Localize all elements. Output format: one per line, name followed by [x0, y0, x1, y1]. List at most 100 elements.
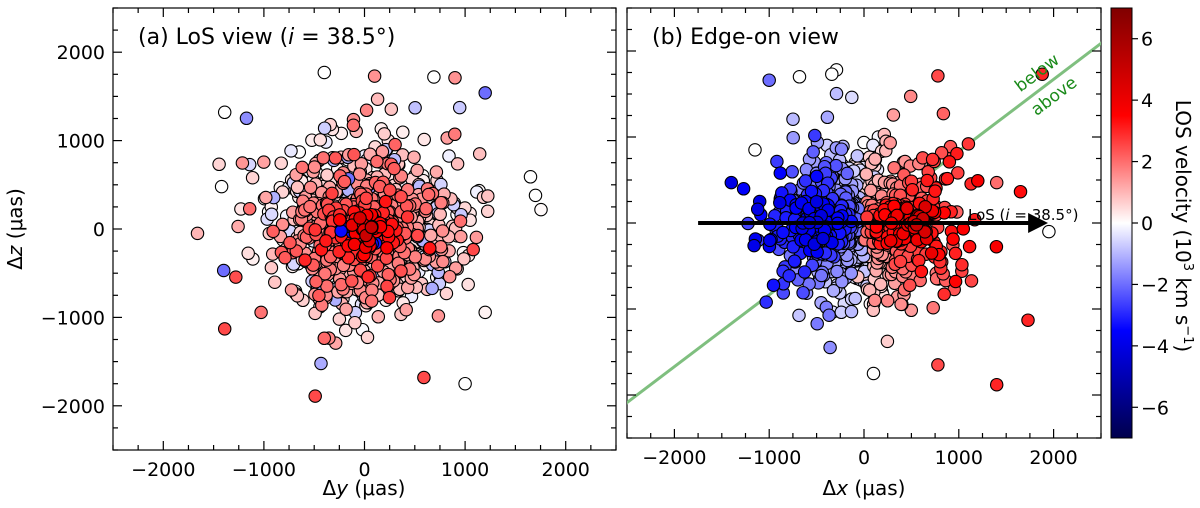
panel-b-points: [724, 63, 1056, 392]
data-point: [339, 302, 353, 317]
data-point: [816, 231, 830, 246]
data-point: [328, 151, 343, 165]
data-point: [940, 171, 955, 186]
data-point: [950, 146, 964, 161]
data-point: [431, 309, 446, 323]
data-point: [367, 69, 382, 83]
data-point: [364, 294, 379, 308]
data-point: [792, 70, 807, 84]
data-point: [309, 274, 323, 289]
data-point: [834, 142, 849, 156]
data-point: [394, 189, 408, 204]
data-point: [759, 295, 773, 309]
data-point: [425, 281, 439, 296]
data-point: [850, 149, 865, 163]
data-point: [417, 132, 431, 147]
data-point: [797, 265, 812, 279]
data-point: [359, 191, 373, 206]
data-point: [317, 331, 332, 346]
data-point: [408, 101, 422, 115]
data-point: [337, 174, 352, 189]
colorbar-tick-label: 2: [1141, 152, 1153, 174]
data-point: [786, 130, 800, 145]
data-point: [434, 195, 448, 210]
data-point: [787, 254, 802, 268]
data-point: [217, 322, 232, 336]
data-point: [427, 70, 441, 84]
data-point: [948, 246, 963, 261]
data-point: [458, 376, 472, 391]
data-point: [439, 286, 454, 301]
data-point: [381, 267, 396, 282]
x-tick-label: 1000: [935, 447, 983, 469]
data-point: [880, 294, 895, 308]
data-point: [1042, 224, 1056, 239]
data-point: [370, 259, 385, 273]
data-point: [912, 253, 926, 268]
panel-a-xlabel: Δy (μas): [323, 476, 406, 500]
los-arrow-label: LoS (i = 38.5°): [968, 206, 1078, 224]
data-point: [894, 297, 908, 312]
data-point: [442, 149, 456, 163]
data-point: [370, 92, 385, 106]
panel-a-title: (a) LoS view (i = 38.5°): [138, 25, 395, 50]
x-tick-label: 2000: [1029, 447, 1077, 469]
data-point: [823, 340, 837, 355]
data-point: [317, 121, 332, 135]
panel-a-axes: −2000 −1000 0 1000 2000 −2000 −1000 0 1000 2000: [41, 7, 617, 481]
data-point: [810, 316, 824, 331]
data-point: [926, 300, 940, 315]
data-point: [920, 173, 934, 188]
colorbar-label: LOS velocity (103 km s−1): [1171, 100, 1195, 352]
data-point: [750, 202, 765, 217]
data-point: [429, 165, 444, 179]
x-tick-label: 0: [358, 459, 370, 481]
data-point: [274, 156, 288, 170]
data-point: [448, 127, 462, 142]
data-point: [407, 150, 421, 164]
data-point: [360, 330, 375, 345]
data-point: [216, 263, 231, 278]
data-point: [883, 136, 897, 150]
data-point: [472, 147, 487, 161]
data-point: [257, 155, 271, 169]
data-point: [325, 186, 339, 201]
data-point: [478, 86, 492, 100]
data-point: [883, 234, 898, 248]
data-point: [887, 161, 901, 175]
data-point: [214, 179, 229, 194]
data-point: [962, 239, 977, 254]
colorbar-tick-label: −4: [1141, 336, 1169, 358]
data-point: [946, 232, 960, 246]
data-point: [1035, 67, 1049, 81]
data-point: [387, 161, 401, 176]
data-point: [231, 219, 245, 234]
colorbar-tick-label: 4: [1141, 90, 1153, 112]
colorbar-tick-label: −2: [1141, 274, 1169, 296]
data-point: [424, 228, 438, 243]
data-point: [435, 224, 450, 238]
data-point: [347, 237, 362, 252]
data-point: [275, 217, 290, 232]
data-point: [295, 160, 309, 175]
data-point: [264, 207, 279, 222]
data-point: [989, 175, 1004, 190]
x-tick-label: −2000: [642, 447, 706, 469]
data-point: [955, 257, 969, 272]
data-point: [822, 308, 836, 322]
panel-a-points: [190, 65, 548, 403]
data-point: [364, 220, 379, 235]
data-point: [448, 71, 462, 85]
data-point: [419, 201, 433, 216]
data-point: [235, 156, 250, 170]
data-point: [384, 102, 399, 116]
data-point: [809, 195, 824, 209]
x-tick-label: −1000: [232, 459, 296, 481]
y-tick-label: 0: [93, 219, 105, 241]
data-point: [925, 152, 940, 167]
data-point: [770, 154, 784, 169]
data-point: [934, 146, 949, 160]
x-tick-label: −2000: [131, 459, 195, 481]
colorbar-tick-label: 0: [1141, 213, 1153, 235]
x-tick-label: 1000: [441, 459, 489, 481]
